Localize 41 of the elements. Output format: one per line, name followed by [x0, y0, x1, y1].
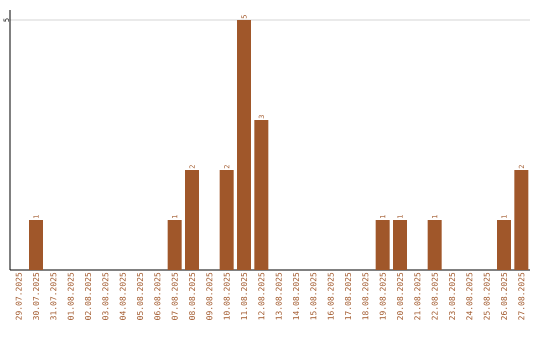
bar [29, 220, 43, 270]
x-tick-label: 15.08.2025 [310, 272, 316, 320]
bar [497, 220, 512, 270]
x-tick-label: 22.08.2025 [432, 272, 438, 320]
x-tick-label: 07.08.2025 [172, 272, 178, 320]
x-tick-label: 02.08.2025 [84, 272, 92, 320]
bar [185, 170, 200, 270]
x-tick-label: 19.08.2025 [380, 272, 386, 320]
x-tick-label: 03.08.2025 [102, 272, 108, 320]
bar [220, 170, 234, 270]
x-tick-label: 29.07.2025 [16, 272, 22, 320]
bar [393, 220, 407, 270]
x-tick-label: 16.08.2025 [328, 272, 334, 320]
x-tick-label: 14.08.2025 [292, 272, 300, 320]
x-tick-label: 24.08.2025 [466, 272, 472, 320]
bar [168, 220, 182, 270]
x-tick-label: 04.08.2025 [120, 272, 126, 320]
x-tick-label: 23.08.2025 [448, 272, 456, 320]
x-tick-label: 26.08.2025 [500, 272, 508, 320]
x-tick-label: 10.08.2025 [224, 272, 230, 320]
x-tick-label: 30.07.2025 [32, 272, 40, 320]
x-tick-label: 06.08.2025 [154, 272, 160, 320]
bar [254, 120, 268, 270]
x-tick-label: 25.08.2025 [484, 272, 490, 320]
bar [514, 170, 528, 270]
x-tick-label: 11.08.2025 [240, 272, 248, 320]
x-tick-label: 31.07.2025 [50, 272, 56, 320]
bar [237, 20, 251, 270]
bar [376, 220, 390, 270]
x-tick-label: 12.08.2025 [258, 272, 264, 320]
x-tick-label: 05.08.2025 [136, 272, 144, 320]
x-tick-label: 01.08.2025 [68, 272, 74, 320]
bar [428, 220, 442, 270]
x-tick-label: 18.08.2025 [362, 272, 368, 320]
x-tick-label: 08.08.2025 [188, 272, 196, 320]
x-tick-label: 17.08.2025 [344, 272, 352, 320]
x-tick-label: 20.08.2025 [396, 272, 404, 320]
x-tick-label: 13.08.2025 [276, 272, 282, 320]
x-tick-label: 27.08.2025 [518, 272, 524, 320]
x-tick-label: 09.08.2025 [206, 272, 212, 320]
x-tick-label: 21.08.2025 [414, 272, 420, 320]
